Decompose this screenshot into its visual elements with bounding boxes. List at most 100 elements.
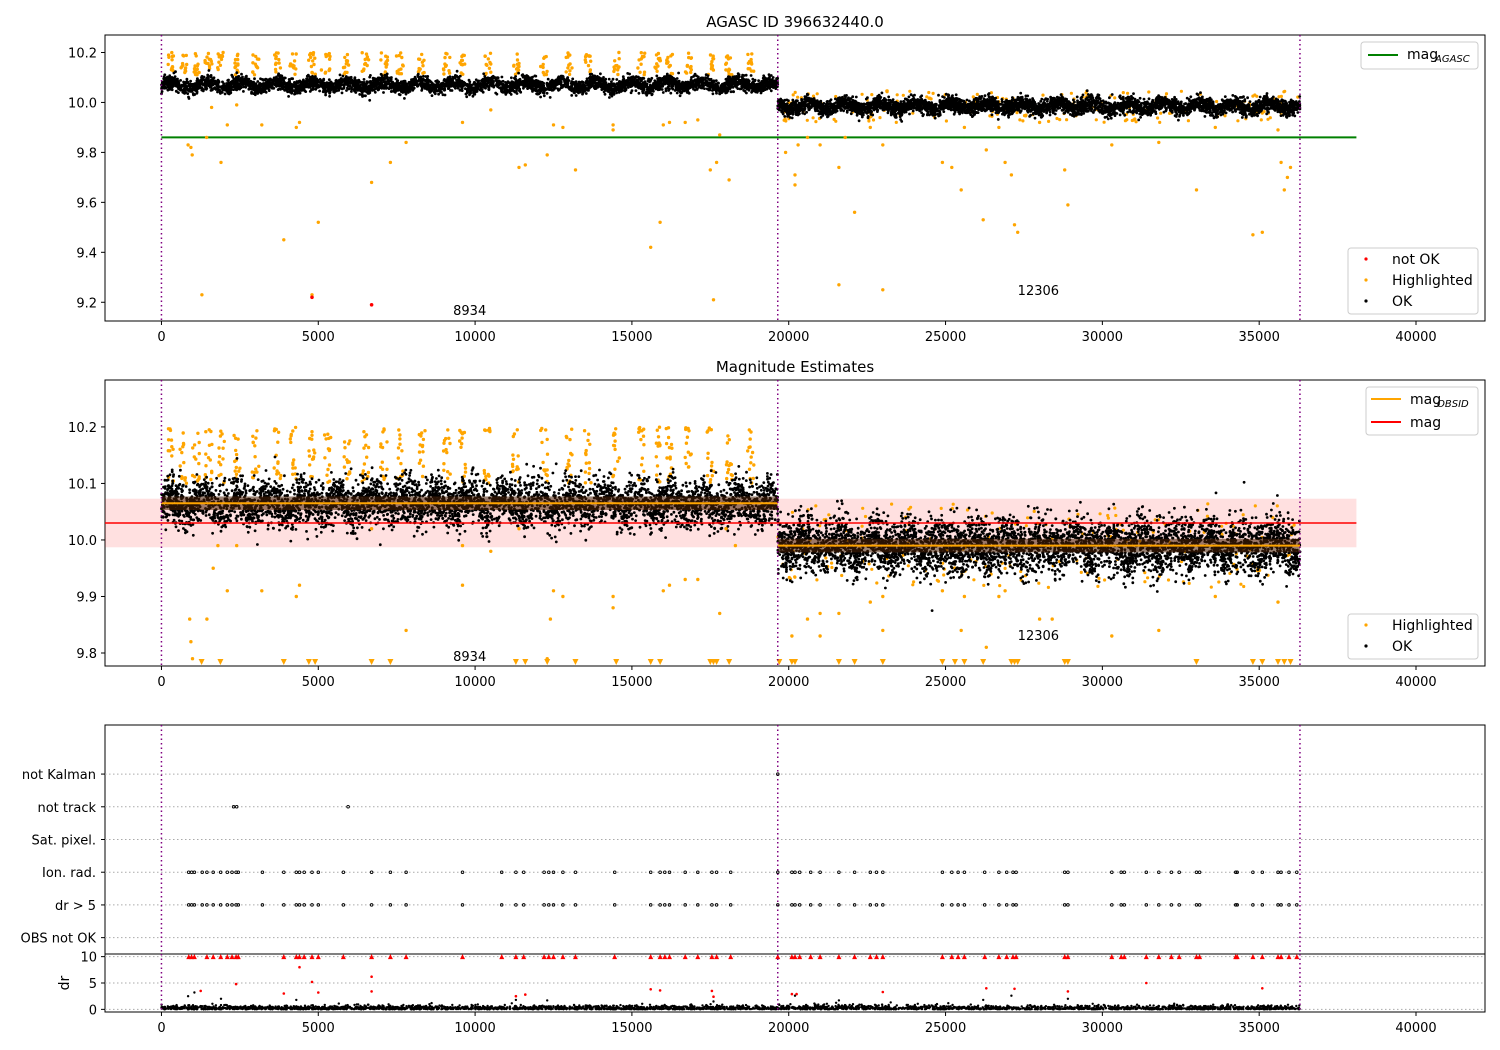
ok-point (524, 81, 528, 85)
highlighted-point (216, 66, 220, 70)
ok-point (454, 74, 457, 77)
highlighted-point (399, 67, 403, 71)
highlighted-point (221, 50, 225, 55)
highlighted-point (617, 50, 621, 55)
highlighted-point (294, 67, 298, 71)
ok-point (209, 74, 213, 77)
ok-point (602, 90, 606, 94)
highlighted-point (642, 73, 646, 77)
ok-point (751, 77, 755, 81)
highlighted-point (487, 66, 492, 71)
highlighted-point (294, 52, 298, 56)
ok-point (407, 82, 411, 85)
highlighted-point (589, 59, 593, 63)
ok-point (514, 75, 517, 78)
highlighted-point (1215, 99, 1219, 104)
ok-point (254, 91, 258, 95)
highlighted-point (171, 54, 176, 58)
ok-point (395, 80, 399, 83)
ok-point (611, 83, 614, 87)
ok-point (279, 78, 282, 82)
ok-point (769, 74, 773, 77)
agasc-plot-area (160, 35, 1357, 321)
ok-point (179, 86, 182, 90)
ok-point (714, 89, 718, 93)
ok-point (709, 83, 713, 87)
highlighted-point (311, 53, 315, 57)
ok-point (487, 86, 491, 90)
ok-point (470, 85, 473, 89)
ok-point (231, 79, 234, 83)
ok-point (552, 81, 556, 84)
ok-point (413, 80, 417, 84)
agasc-panel-frame (104, 34, 1486, 322)
highlighted-point (689, 70, 693, 75)
highlighted-point (638, 70, 642, 75)
ok-point (185, 81, 189, 85)
highlighted-point (204, 61, 209, 65)
ok-point (311, 87, 315, 91)
ok-point (580, 88, 583, 92)
highlighted-point (711, 54, 715, 58)
ok-point (299, 87, 303, 91)
ok-point (634, 89, 638, 92)
ok-point (186, 92, 190, 95)
highlighted-point (640, 55, 645, 59)
ok-point (284, 85, 288, 89)
ok-point (726, 86, 730, 89)
ok-point (652, 84, 656, 88)
highlighted-point (443, 55, 447, 60)
ok-point (667, 84, 671, 88)
ok-point (732, 90, 735, 94)
highlighted-point (442, 68, 446, 72)
ok-point (566, 84, 569, 88)
highlighted-point (710, 63, 715, 68)
ok-point (678, 94, 682, 98)
ok-point (410, 87, 414, 90)
ok-point (519, 82, 522, 86)
highlighted-point (309, 64, 314, 69)
highlighted-point (460, 54, 464, 59)
highlighted-point (724, 68, 728, 72)
highlighted-point (653, 65, 657, 69)
ok-point (585, 79, 588, 83)
ok-point (273, 77, 277, 81)
highlighted-point (488, 51, 493, 55)
ok-point (430, 94, 434, 97)
ok-point (203, 79, 207, 83)
highlighted-point (277, 57, 281, 62)
ok-point (611, 89, 615, 93)
ok-point (321, 86, 325, 89)
highlighted-point (418, 57, 422, 61)
ok-point (567, 79, 571, 82)
highlighted-point (180, 61, 185, 66)
ok-point (259, 84, 262, 88)
ok-point (628, 72, 631, 76)
ok-point (644, 82, 648, 86)
ok-point (750, 89, 754, 93)
ok-point (532, 88, 536, 91)
ok-point (720, 90, 724, 94)
ok-point (256, 85, 260, 88)
ok-point (762, 74, 766, 78)
highlighted-point (210, 62, 214, 66)
ok-point (227, 92, 231, 96)
ok-point (294, 81, 298, 85)
ok-point (610, 80, 613, 84)
ok-point (358, 86, 362, 89)
ok-point (607, 89, 611, 93)
ok-point (245, 77, 249, 81)
highlighted-point (784, 119, 788, 123)
highlighted-point (666, 55, 670, 60)
ok-point (603, 78, 607, 82)
ok-point (574, 80, 578, 83)
ok-point (634, 84, 638, 88)
ok-point (623, 85, 627, 89)
ok-point (618, 80, 622, 84)
ok-point (619, 88, 623, 91)
ok-point (382, 91, 385, 94)
highlighted-point (639, 51, 643, 55)
ok-point (760, 89, 763, 92)
ok-point (727, 82, 731, 86)
ok-point (239, 82, 243, 85)
